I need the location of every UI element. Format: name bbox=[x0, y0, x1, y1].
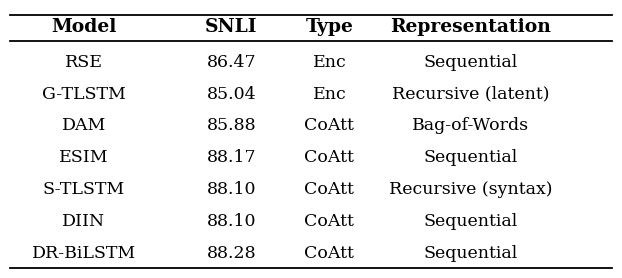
Text: 85.88: 85.88 bbox=[207, 118, 256, 135]
Text: CoAtt: CoAtt bbox=[305, 118, 355, 135]
Text: DAM: DAM bbox=[62, 118, 106, 135]
Text: 88.10: 88.10 bbox=[207, 213, 256, 230]
Text: Enc: Enc bbox=[312, 54, 346, 71]
Text: 85.04: 85.04 bbox=[207, 86, 256, 103]
Text: S-TLSTM: S-TLSTM bbox=[43, 181, 125, 198]
Text: G-TLSTM: G-TLSTM bbox=[42, 86, 126, 103]
Text: Type: Type bbox=[305, 18, 353, 36]
Text: Enc: Enc bbox=[312, 86, 346, 103]
Text: 86.47: 86.47 bbox=[207, 54, 256, 71]
Text: Recursive (syntax): Recursive (syntax) bbox=[389, 181, 552, 198]
Text: Bag-of-Words: Bag-of-Words bbox=[412, 118, 529, 135]
Text: 88.10: 88.10 bbox=[207, 181, 256, 198]
Text: 88.28: 88.28 bbox=[207, 245, 256, 262]
Text: Sequential: Sequential bbox=[424, 54, 518, 71]
Text: Sequential: Sequential bbox=[424, 245, 518, 262]
Text: 88.17: 88.17 bbox=[207, 149, 256, 166]
Text: DR-BiLSTM: DR-BiLSTM bbox=[32, 245, 136, 262]
Text: CoAtt: CoAtt bbox=[305, 213, 355, 230]
Text: RSE: RSE bbox=[65, 54, 103, 71]
Text: Sequential: Sequential bbox=[424, 149, 518, 166]
Text: ESIM: ESIM bbox=[59, 149, 109, 166]
Text: SNLI: SNLI bbox=[205, 18, 258, 36]
Text: Recursive (latent): Recursive (latent) bbox=[392, 86, 549, 103]
Text: DIIN: DIIN bbox=[62, 213, 106, 230]
Text: CoAtt: CoAtt bbox=[305, 245, 355, 262]
Text: Sequential: Sequential bbox=[424, 213, 518, 230]
Text: CoAtt: CoAtt bbox=[305, 181, 355, 198]
Text: CoAtt: CoAtt bbox=[305, 149, 355, 166]
Text: Model: Model bbox=[51, 18, 117, 36]
Text: Representation: Representation bbox=[390, 18, 551, 36]
